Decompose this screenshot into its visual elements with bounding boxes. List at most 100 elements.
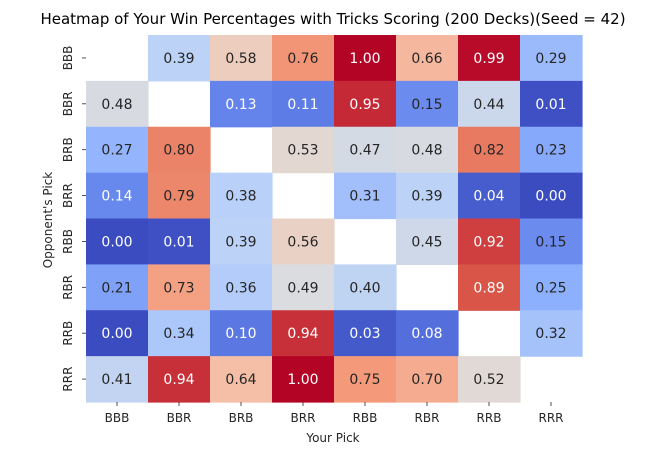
cell-value-label: 0.76 [287,51,318,67]
cell-value-label: 1.00 [349,51,380,67]
cell-value-label: 0.73 [163,280,194,296]
heatmap-cell [86,218,149,265]
heatmap-cell [458,80,521,128]
cell-value-label: 0.36 [225,280,256,296]
cell-value-label: 0.53 [287,143,318,159]
cell-value-label: 0.48 [411,143,442,159]
cell-value-label: 0.15 [411,97,442,113]
heatmap-cell [210,310,273,357]
heatmap-cell [86,172,149,220]
cell-value-label: 0.00 [101,234,132,250]
heatmap-cell [148,310,211,357]
heatmap-cell [396,35,459,82]
heatmap-cell [396,218,459,265]
cell-value-label: 0.75 [349,372,380,388]
chart-title: Heatmap of Your Win Percentages with Tri… [40,10,625,28]
y-tick-label: BRB [61,137,75,162]
heatmap-cell [396,80,459,128]
cell-value-label: 0.95 [349,97,380,113]
heatmap-cell [334,172,397,220]
cell-value-label: 0.27 [101,143,132,159]
heatmap-cell [458,264,521,311]
cell-value-label: 0.01 [535,97,566,113]
y-axis: BBB BBR BRB BRR RBB RBR RRB RRR [61,46,86,392]
cell-value-label: 0.99 [473,51,504,67]
cell-value-label: 0.32 [535,326,566,342]
heatmap-cell [210,172,273,220]
heatmap-cell [396,172,459,220]
heatmap-cell [458,356,521,403]
y-tick-label: BRR [61,183,75,208]
heatmap-cell [334,356,397,403]
y-tick-label: RBR [61,275,75,300]
heatmap-cell [458,126,521,174]
cell-value-label: 0.80 [163,143,194,159]
heatmap-cell [396,126,459,174]
y-tick-label: RBB [61,229,75,254]
y-tick-label: RRR [61,367,75,392]
cell-value-label: 0.13 [225,97,256,113]
heatmap-cell [148,356,211,403]
heatmap-cell [458,172,521,220]
x-tick-label: RBR [415,411,440,425]
x-tick-label: BRR [291,411,316,425]
cell-value-label: 0.39 [411,189,442,205]
cell-value-label: 0.48 [101,97,132,113]
heatmap-cell [334,310,397,357]
heatmap-cell [86,310,149,357]
cell-value-label: 0.00 [535,189,566,205]
cell-value-label: 0.94 [287,326,318,342]
y-tick-label: BBB [61,46,75,71]
cell-value-label: 0.45 [411,234,442,250]
heatmap-cell [210,264,273,311]
cell-value-label: 0.89 [473,280,504,296]
cell-value-label: 0.00 [101,326,132,342]
heatmap-cell [520,218,583,265]
heatmap-cells: 0.39 0.58 0.76 1.00 0.66 0.99 0.29 0.48 0.13 0.11… [86,35,583,403]
cell-value-label: 0.11 [287,97,318,113]
heatmap-cell [210,218,273,265]
x-tick-label: BBR [167,411,192,425]
y-tick-label: RRB [61,321,75,346]
cell-value-label: 0.40 [349,280,380,296]
x-tick-label: RBB [353,411,378,425]
cell-value-label: 0.52 [473,372,504,388]
heatmap-cell [520,310,583,357]
y-tick-label: BBR [61,91,75,116]
cell-value-label: 0.79 [163,189,194,205]
cell-value-label: 1.00 [287,372,318,388]
heatmap-cell [148,35,211,82]
cell-value-label: 0.03 [349,326,380,342]
heatmap-cell [272,264,335,311]
cell-value-label: 0.29 [535,51,566,67]
cell-value-label: 0.44 [473,97,504,113]
cell-value-label: 0.39 [225,234,256,250]
heatmap-cell [272,80,335,128]
cell-value-label: 0.39 [163,51,194,67]
cell-value-label: 0.15 [535,234,566,250]
heatmap-cell [334,35,397,82]
cell-value-label: 0.64 [225,372,256,388]
cell-value-label: 0.70 [411,372,442,388]
x-axis: BBB BBR BRB BRR RBB RBR RRB RRR [105,402,564,425]
x-tick-label: RRB [477,411,502,425]
heatmap-cell [86,80,149,128]
heatmap-cell [520,80,583,128]
cell-value-label: 0.38 [225,189,256,205]
cell-value-label: 0.58 [225,51,256,67]
heatmap-cell [86,356,149,403]
cell-value-label: 0.25 [535,280,566,296]
heatmap-cell [458,35,521,82]
cell-value-label: 0.49 [287,280,318,296]
cell-value-label: 0.66 [411,51,442,67]
cell-value-label: 0.01 [163,234,194,250]
cell-value-label: 0.47 [349,143,380,159]
heatmap-cell [520,35,583,82]
heatmap-cell [334,264,397,311]
cell-value-label: 0.14 [101,189,132,205]
heatmap-cell [396,356,459,403]
cell-value-label: 0.94 [163,372,194,388]
x-axis-title: Your Pick [305,431,359,445]
heatmap-cell [86,264,149,311]
